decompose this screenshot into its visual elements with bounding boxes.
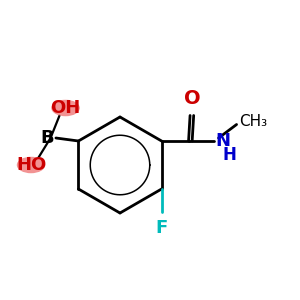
Text: H: H (223, 146, 236, 164)
Ellipse shape (51, 100, 80, 116)
Text: N: N (216, 132, 231, 150)
Text: OH: OH (50, 99, 81, 117)
Text: O: O (184, 89, 200, 108)
Text: CH₃: CH₃ (239, 114, 267, 129)
Text: B: B (40, 129, 54, 147)
Ellipse shape (17, 157, 45, 173)
Text: HO: HO (16, 156, 46, 174)
Text: F: F (155, 219, 168, 237)
